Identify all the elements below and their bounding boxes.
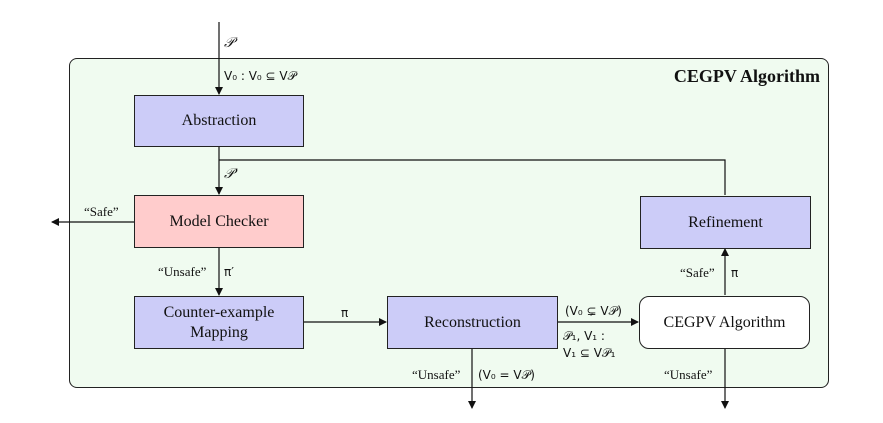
p1-v1-label: 𝒫₁, V₁ : xyxy=(563,329,605,343)
safe-out-label: “Safe” xyxy=(84,204,119,219)
abstraction-label: Abstraction xyxy=(181,112,257,129)
v0-label: V₀ : V₀ ⊆ V𝒫 xyxy=(224,69,297,83)
pi-inner-label: π xyxy=(731,266,739,280)
cond-equal-label: (V₀ = V𝒫) xyxy=(478,368,535,382)
unsafe-recon-label: “Unsafe” xyxy=(412,367,461,382)
cegpv-inner-label: CEGPV Algorithm xyxy=(663,313,786,331)
reconstruction-label: Reconstruction xyxy=(424,313,521,331)
model-checker-label: Model Checker xyxy=(169,212,269,230)
abstraction-box[interactable]: Abstraction xyxy=(134,95,304,147)
reconstruction-box[interactable]: Reconstruction xyxy=(387,296,558,349)
refinement-label: Refinement xyxy=(688,213,763,231)
v1-subset-label: V₁ ⊆ V𝒫₁ xyxy=(563,346,616,360)
counterexample-mapping-box[interactable]: Counter-example Mapping xyxy=(134,296,304,349)
counterexample-label-line1: Counter-example xyxy=(163,303,275,321)
p-prime-label: 𝒫′ xyxy=(224,167,238,182)
cegpv-inner-box[interactable]: CEGPV Algorithm xyxy=(639,296,810,349)
safe-inner-label: “Safe” xyxy=(680,265,715,280)
input-label: 𝒫 xyxy=(224,36,235,51)
model-checker-box[interactable]: Model Checker xyxy=(134,195,304,248)
refinement-box[interactable]: Refinement xyxy=(640,196,811,249)
unsafe-mc-label: “Unsafe” xyxy=(158,264,207,279)
pi-prime-label: π′ xyxy=(224,265,234,279)
container-title: CEGPV Algorithm xyxy=(673,66,820,86)
cond-strict-label: (V₀ ⊊ V𝒫) xyxy=(565,304,622,318)
pi-label: π xyxy=(341,306,349,320)
counterexample-label-line2: Mapping xyxy=(190,323,248,341)
edge-refinement-feedback xyxy=(219,159,726,195)
unsafe-inner-label: “Unsafe” xyxy=(664,367,713,382)
